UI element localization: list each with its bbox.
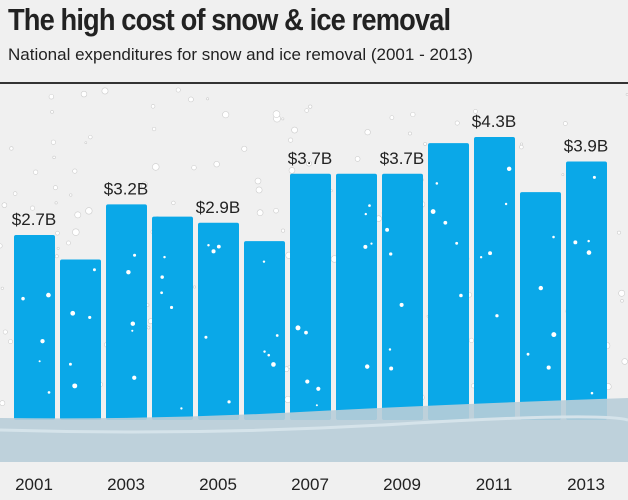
bar-2005 [198, 222, 239, 420]
data-label-2009: $3.7B [380, 149, 424, 168]
x-tick-2007: 2007 [291, 475, 329, 494]
x-tick-2009: 2009 [383, 475, 421, 494]
bar-2004 [152, 216, 193, 420]
divider [0, 82, 628, 84]
bar-2011 [474, 137, 515, 420]
ice-band [0, 398, 628, 462]
bar-2012 [520, 192, 561, 420]
bar-2003 [106, 204, 147, 420]
data-label-2001: $2.7B [12, 210, 56, 229]
data-label-2003: $3.2B [104, 179, 148, 198]
bar-2013 [566, 161, 607, 420]
bar-2009 [382, 173, 423, 420]
bar-2007 [290, 173, 331, 420]
bar-2001 [14, 235, 55, 420]
x-tick-2003: 2003 [107, 475, 145, 494]
chart-title: The high cost of snow & ice removal [8, 2, 451, 37]
x-tick-2001: 2001 [15, 475, 53, 494]
x-tick-2011: 2011 [476, 475, 513, 494]
data-label-2005: $2.9B [196, 198, 240, 217]
x-tick-2013: 2013 [567, 475, 605, 494]
data-label-2007: $3.7B [288, 149, 332, 168]
data-label-2011: $4.3B [472, 112, 516, 131]
bar-2006 [244, 241, 285, 420]
chart-subtitle: National expenditures for snow and ice r… [8, 45, 473, 64]
bar-2008 [336, 173, 377, 420]
bar-2002 [60, 259, 101, 420]
x-tick-2005: 2005 [199, 475, 237, 494]
data-label-2013: $3.9B [564, 137, 608, 156]
bar-2010 [428, 143, 469, 420]
